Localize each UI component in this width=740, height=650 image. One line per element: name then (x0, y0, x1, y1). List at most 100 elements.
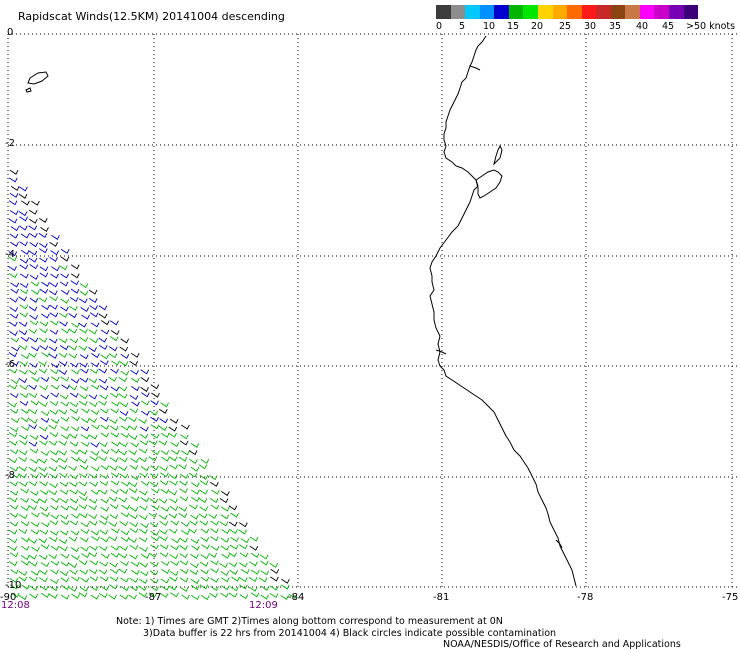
wind-barb (10, 361, 19, 367)
wind-barb (70, 426, 80, 432)
wind-barb (90, 585, 99, 591)
wind-barb (199, 584, 209, 590)
wind-barb (158, 425, 168, 431)
wind-barb (30, 458, 39, 464)
wind-barb (9, 512, 19, 518)
wind-barb (69, 305, 78, 311)
wind-barb (251, 569, 260, 575)
wind-barb (21, 200, 30, 206)
wind-barb (100, 416, 109, 422)
wind-barb (239, 577, 248, 583)
wind-barb (209, 592, 218, 598)
wind-barb (20, 408, 30, 414)
wind-barb (70, 547, 80, 553)
wind-barb (88, 505, 97, 511)
wind-barb (98, 569, 108, 575)
wind-barb (59, 571, 69, 577)
wind-barb (148, 456, 158, 462)
wind-barb (110, 448, 120, 454)
wind-barb (18, 570, 28, 576)
wind-barb (8, 545, 18, 552)
wind-barb (108, 496, 118, 502)
wind-barb (9, 466, 19, 472)
wind-barb (190, 585, 200, 591)
wind-barb (179, 553, 188, 559)
wind-barb (119, 594, 129, 600)
wind-barb (19, 186, 28, 192)
wind-barb (89, 481, 99, 487)
wind-barb (129, 408, 139, 414)
wind-barb (78, 345, 88, 351)
wind-barb (171, 449, 180, 455)
wind-barb (138, 457, 148, 463)
wind-barb (179, 537, 188, 543)
wind-barb (129, 360, 138, 366)
wind-barb (168, 513, 178, 519)
wind-barb (8, 177, 18, 183)
wind-barb (8, 529, 18, 535)
colorbar-segment (581, 5, 597, 19)
colorbar-label: 20 (531, 21, 544, 32)
wind-barb (129, 544, 139, 550)
wind-barb (39, 529, 49, 535)
wind-barb (141, 392, 150, 398)
wind-barb (128, 537, 137, 543)
wind-barb (99, 473, 109, 480)
wind-barb (219, 521, 229, 527)
wind-barb (60, 505, 70, 511)
wind-barb (59, 281, 69, 287)
wind-barb (229, 528, 238, 534)
wind-barb (49, 400, 59, 406)
wind-barb (29, 242, 39, 248)
wind-barb (129, 586, 139, 592)
wind-barb (30, 281, 40, 287)
wind-barb (188, 528, 197, 534)
wind-barb (28, 209, 38, 215)
wind-barb (88, 434, 98, 440)
wind-barb (69, 441, 79, 447)
wind-barb (98, 400, 107, 406)
wind-barb (139, 562, 149, 568)
wind-barb (150, 586, 159, 592)
wind-barb (60, 594, 70, 600)
wind-barb (50, 569, 59, 575)
wind-barb (60, 520, 70, 526)
wind-barb (178, 456, 188, 462)
lat-tick-label: -2 (5, 138, 15, 149)
wind-barb (79, 354, 89, 360)
wind-barb (201, 595, 210, 601)
wind-barb (69, 481, 78, 487)
wind-barb (118, 466, 128, 472)
wind-barb (179, 488, 188, 494)
wind-barb (79, 513, 88, 519)
wind-barb (140, 553, 150, 559)
wind-barb (81, 408, 90, 414)
wind-barb (80, 522, 90, 528)
wind-barb (48, 338, 58, 344)
wind-barb (188, 450, 198, 456)
wind-barb (130, 377, 140, 383)
wind-barb (18, 211, 28, 217)
colorbar-segment (508, 5, 524, 19)
wind-barb (79, 283, 89, 289)
wind-barb (88, 347, 97, 353)
wind-barb (58, 361, 68, 367)
wind-barb (88, 378, 98, 384)
wind-barb (68, 563, 78, 569)
wind-barb (79, 586, 89, 592)
wind-barb (81, 418, 90, 424)
wind-barb (60, 577, 70, 583)
wind-barb (228, 521, 238, 527)
wind-barb (108, 353, 118, 359)
wind-barb (241, 568, 250, 574)
wind-barb (28, 481, 38, 487)
wind-barb (110, 545, 120, 551)
wind-barb (179, 568, 189, 574)
colorbar-label: 0 (436, 21, 443, 32)
wind-barb (31, 200, 40, 206)
wind-barb (228, 505, 238, 511)
wind-barb (41, 352, 50, 358)
wind-barb (38, 466, 47, 472)
wind-barb (118, 553, 128, 559)
wind-barb (199, 474, 209, 480)
